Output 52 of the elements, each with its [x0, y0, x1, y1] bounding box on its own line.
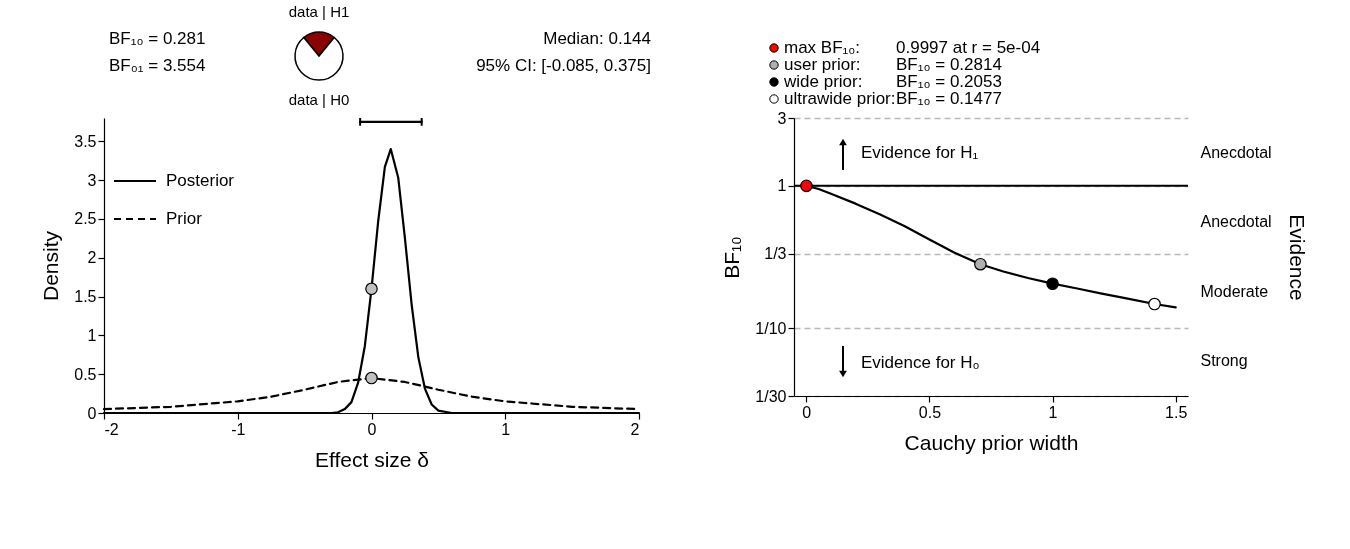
y-axis-title: BF₁₀ [720, 236, 744, 279]
legend-label: Prior [166, 209, 203, 228]
legend-label: ultrawide prior: [784, 89, 896, 108]
legend-label: wide prior: [783, 72, 863, 91]
legend-label: max BF₁₀: [784, 38, 861, 57]
y-tick-label: 1/10 [755, 319, 787, 337]
text: BF₁₀ = 0.1477 [896, 89, 1002, 108]
text: BF₀₁ = 3.554 [109, 56, 206, 75]
point [1148, 297, 1161, 311]
legend-label: user prior: [784, 55, 861, 74]
y-tick-label: 3 [777, 109, 787, 127]
x-axis-title: Cauchy prior width [904, 430, 1079, 454]
x-tick-label: 0.5 [918, 403, 942, 421]
point [800, 179, 813, 193]
text: Median: 0.144 [543, 29, 651, 48]
y-tick-label: 2.5 [74, 210, 97, 228]
y-tick-label: 1 [87, 326, 97, 344]
y-tick-label: 1/3 [764, 245, 787, 263]
category-label: Moderate [1200, 282, 1269, 300]
point [974, 257, 987, 271]
category-label: Anecdotal [1200, 213, 1272, 231]
y-tick-label: 0.5 [74, 365, 97, 383]
text: BF₁₀ = 0.281 [109, 29, 206, 48]
slice-label: data | H1 [288, 3, 350, 20]
x-tick-label: 2 [630, 420, 640, 438]
legend-label: Posterior [166, 171, 235, 190]
x-axis-title: Effect size δ [314, 447, 430, 471]
category-label: Strong [1200, 352, 1248, 370]
annotation: Evidence for H₁ [861, 143, 979, 162]
y-tick-label: 1 [777, 177, 787, 195]
x-tick-label: -2 [104, 420, 119, 438]
x-tick-label: 1 [501, 420, 511, 438]
x-tick-label: 1.5 [1165, 403, 1188, 421]
x-tick-label: -1 [231, 420, 246, 438]
x-tick-label: 0 [367, 420, 377, 438]
y-axis-title: Density [39, 230, 63, 302]
text: BF₁₀ = 0.2053 [896, 72, 1002, 91]
y2-axis-title: Evidence [1285, 214, 1309, 301]
point [1046, 277, 1059, 290]
y-tick-label: 3 [87, 171, 97, 189]
text: 0.9997 at r = 5e-04 [896, 38, 1041, 57]
slice-label: data | H0 [288, 91, 350, 108]
text: BF₁₀ = 0.2814 [896, 55, 1002, 74]
y-tick-label: 3.5 [74, 132, 97, 150]
x-tick-label: 0 [802, 403, 812, 421]
y-tick-label: 1.5 [74, 288, 97, 306]
text: 95% CI: [-0.085, 0.375] [476, 56, 651, 75]
category-label: Anecdotal [1200, 143, 1272, 161]
y-tick-label: 1/30 [755, 387, 787, 405]
y-tick-label: 2 [87, 249, 97, 267]
x-tick-label: 1 [1048, 403, 1058, 421]
annotation: Evidence for H₀ [861, 353, 980, 372]
